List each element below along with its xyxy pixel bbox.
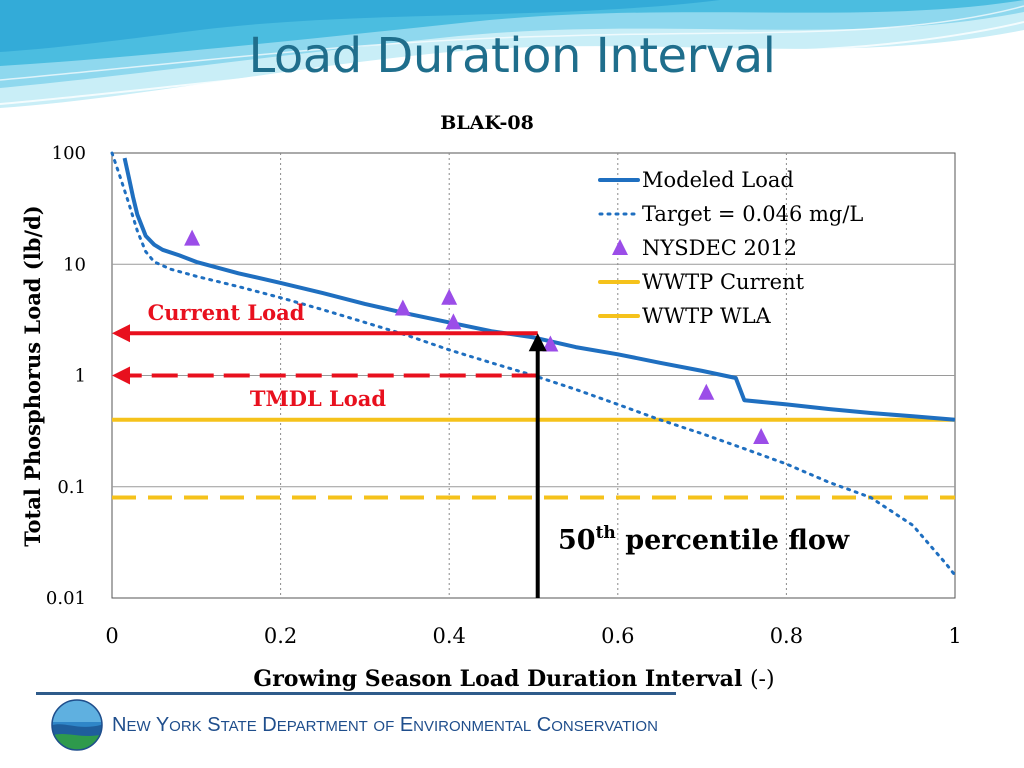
legend-label: WWTP WLA: [642, 304, 772, 328]
x-axis-label-unit: (-): [750, 667, 775, 692]
y-tick-label: 0.1: [57, 477, 86, 498]
current-load-arrowhead: [112, 324, 130, 343]
agency-word: YORK: [155, 714, 202, 736]
legend: Modeled Load Target = 0.046 mg/L NYSDEC 20…: [598, 168, 863, 328]
x-tick-label: 0.8: [770, 624, 803, 648]
load-duration-chart: 0 0.2 0.4 0.6 0.8 1 100 10 1 0.1 0.01 BLAK-08 Total …: [20, 112, 962, 692]
legend-label: NYSDEC 2012: [642, 236, 797, 260]
nysdec-marker: [445, 313, 462, 330]
agency-word: STATE: [207, 714, 257, 736]
agency-word: NEW: [112, 714, 151, 736]
nysdec-marker: [698, 383, 715, 400]
legend-label: Modeled Load: [642, 168, 794, 192]
y-tick-label: 0.01: [46, 588, 86, 609]
percentile-flow-text: percentile flow: [616, 525, 850, 556]
tmdl-load-label: TMDL Load: [250, 386, 387, 411]
x-tick-label: 0.2: [264, 624, 297, 648]
x-tick-label: 0.4: [432, 624, 465, 648]
x-tick-label: 0: [105, 624, 118, 648]
footer-divider: [36, 692, 676, 695]
nysdec-marker: [542, 335, 559, 352]
current-load-label: Current Load: [148, 300, 305, 325]
percentile-flow-superscript: th: [596, 523, 616, 543]
agency-word: DEPARTMENT: [262, 714, 368, 736]
series-modeled-load: [122, 157, 956, 422]
nysdec-marker: [441, 288, 458, 305]
tmdl-load-arrowhead: [112, 366, 130, 385]
agency-word: OF: [373, 718, 395, 735]
y-tick-label: 1: [75, 366, 86, 387]
slide-title: Load Duration Interval: [248, 28, 776, 84]
legend-marker: [612, 239, 628, 255]
chart-title: BLAK-08: [440, 112, 534, 134]
x-axis-label-main: Growing Season Load Duration Interval: [253, 666, 750, 692]
legend-label: WWTP Current: [642, 270, 805, 294]
y-tick-label: 10: [63, 254, 86, 275]
y-axis-label: Total Phosphorus Load (lb/d): [20, 205, 45, 546]
dec-logo-icon: [51, 699, 103, 751]
y-tick-label: 100: [52, 143, 86, 164]
percentile-flow-number: 50: [558, 525, 596, 556]
percentile-flow-label: 50th percentile flow: [558, 523, 850, 556]
percentile-flow-arrowhead: [528, 333, 547, 352]
header-wave-decoration: [0, 0, 1024, 108]
x-tick-label: 0.6: [601, 624, 634, 648]
nysdec-marker: [184, 229, 201, 246]
nysdec-marker: [394, 299, 411, 316]
nysdec-marker: [753, 428, 770, 445]
agency-name: NEW YORK STATE DEPARTMENT OF ENVIRONMENT…: [112, 714, 658, 737]
x-axis-label: Growing Season Load Duration Interval (-…: [253, 666, 774, 692]
legend-label: Target = 0.046 mg/L: [642, 202, 863, 226]
series-target: [110, 151, 957, 577]
agency-word: ENVIRONMENTAL: [399, 714, 532, 736]
agency-word: CONSERVATION: [536, 714, 658, 736]
x-tick-label: 1: [948, 624, 961, 648]
